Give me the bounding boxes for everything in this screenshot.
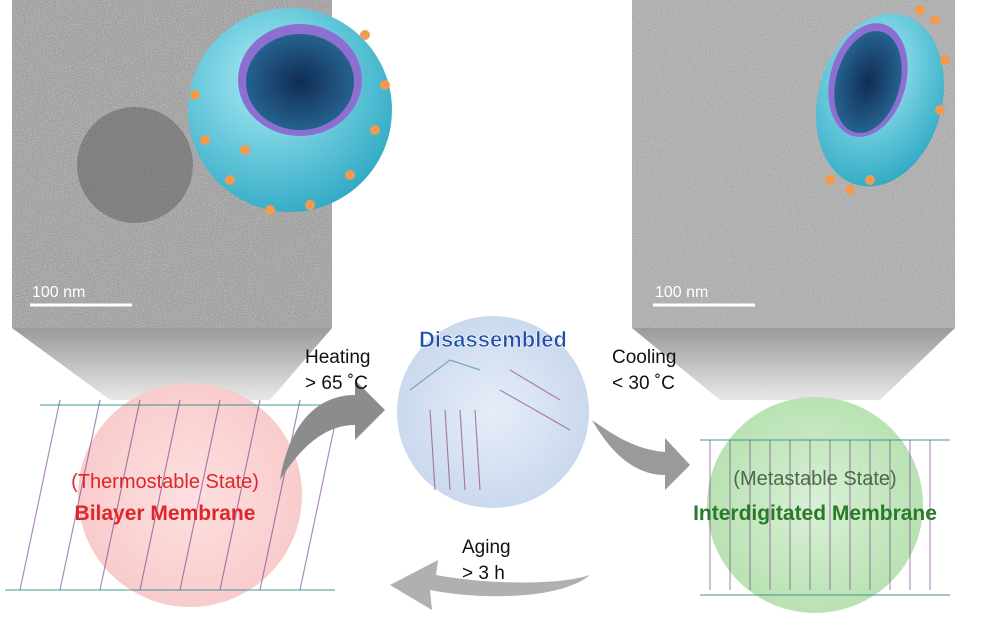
left-scale-label: 100 nm bbox=[32, 284, 85, 301]
head-groups-left bbox=[5, 404, 340, 591]
free-molecules bbox=[409, 359, 571, 491]
metastable-state-label: (Metastable State) bbox=[733, 468, 896, 490]
interdigitated-membrane-circle bbox=[707, 397, 923, 613]
heating-temp: > 65 ˚C bbox=[305, 373, 368, 394]
heating-label: Heating bbox=[305, 347, 371, 368]
aging-label: Aging bbox=[462, 537, 511, 558]
right-micrograph: 100 nm bbox=[632, 0, 955, 328]
thermostable-state-label: (Thermostable State) bbox=[71, 471, 259, 493]
left-micrograph: 100 nm bbox=[12, 0, 392, 328]
heating-arrow-icon bbox=[280, 380, 385, 480]
cooling-label: Cooling bbox=[612, 347, 676, 368]
right-projection bbox=[632, 328, 955, 400]
bilayer-membrane-circle bbox=[78, 383, 302, 607]
left-projection bbox=[12, 328, 332, 400]
disassembled-title: Disassembled bbox=[419, 327, 567, 352]
lipid-chains-left bbox=[19, 399, 341, 591]
cooling-temp: < 30 ˚C bbox=[612, 373, 675, 394]
head-groups-right bbox=[700, 439, 950, 596]
cooling-arrow-icon bbox=[592, 420, 690, 490]
aging-time: > 3 h bbox=[462, 563, 505, 584]
interdigitated-membrane-label: Interdigitated Membrane bbox=[693, 502, 937, 525]
lipid-chains-right bbox=[709, 440, 931, 590]
vesicle-shadow bbox=[77, 107, 193, 223]
right-scale-label: 100 nm bbox=[655, 284, 708, 301]
aging-arrow-icon bbox=[390, 560, 590, 610]
bilayer-membrane-label: Bilayer Membrane bbox=[75, 502, 256, 525]
